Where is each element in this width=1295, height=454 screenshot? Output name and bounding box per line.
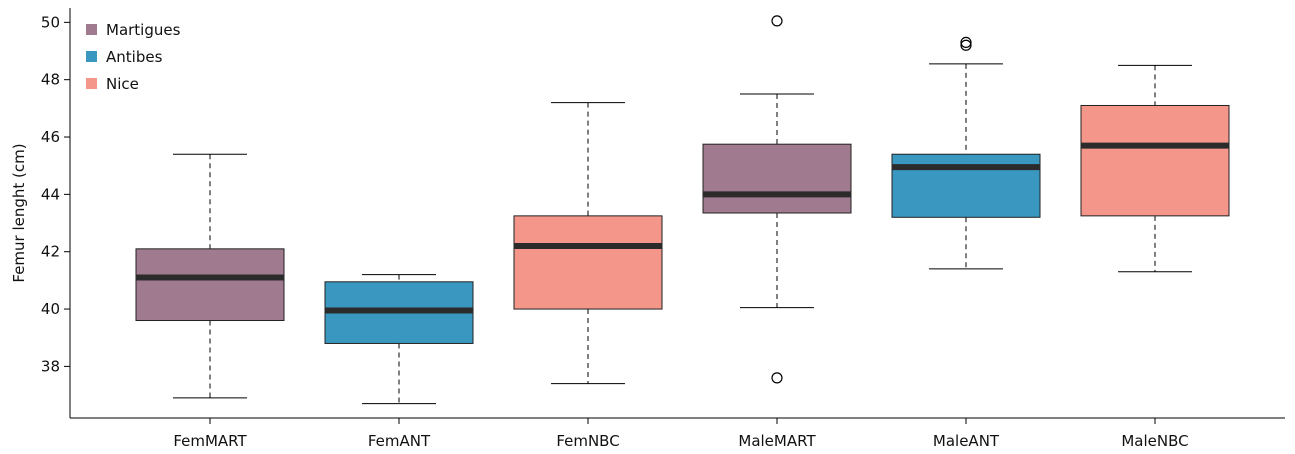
outlier-point bbox=[960, 36, 972, 49]
x-tick-label: MaleNBC bbox=[1121, 432, 1188, 450]
y-tick-label: 40 bbox=[41, 300, 60, 318]
x-tick-label: FemNBC bbox=[556, 432, 619, 450]
box-MaleANT bbox=[891, 153, 1041, 218]
outlier-point bbox=[960, 39, 972, 51]
legend-label: Antibes bbox=[106, 48, 163, 66]
x-tick-label: MaleMART bbox=[738, 432, 816, 450]
y-tick-label: 50 bbox=[41, 13, 60, 31]
legend-label: Martigues bbox=[106, 21, 181, 39]
box-MaleNBC bbox=[1080, 104, 1230, 217]
outlier-point bbox=[771, 15, 783, 27]
legend-label: Nice bbox=[106, 75, 139, 93]
y-tick-label: 46 bbox=[41, 128, 60, 146]
box-MaleMART bbox=[702, 143, 852, 214]
x-tick-label: FemANT bbox=[368, 432, 431, 450]
legend-swatch bbox=[86, 51, 97, 62]
box-FemNBC bbox=[513, 215, 663, 310]
box-FemMART bbox=[135, 248, 285, 322]
y-tick-label: 42 bbox=[41, 243, 60, 261]
outlier-point bbox=[771, 372, 783, 384]
y-tick-label: 38 bbox=[41, 357, 60, 375]
y-tick-label: 48 bbox=[41, 71, 60, 89]
legend-swatch bbox=[86, 24, 97, 35]
y-tick-label: 44 bbox=[41, 185, 60, 203]
x-tick-label: FemMART bbox=[173, 432, 247, 450]
legend-swatch bbox=[86, 78, 97, 89]
x-tick-label: MaleANT bbox=[933, 432, 1000, 450]
y-axis-title: Femur lenght (cm) bbox=[10, 143, 28, 282]
